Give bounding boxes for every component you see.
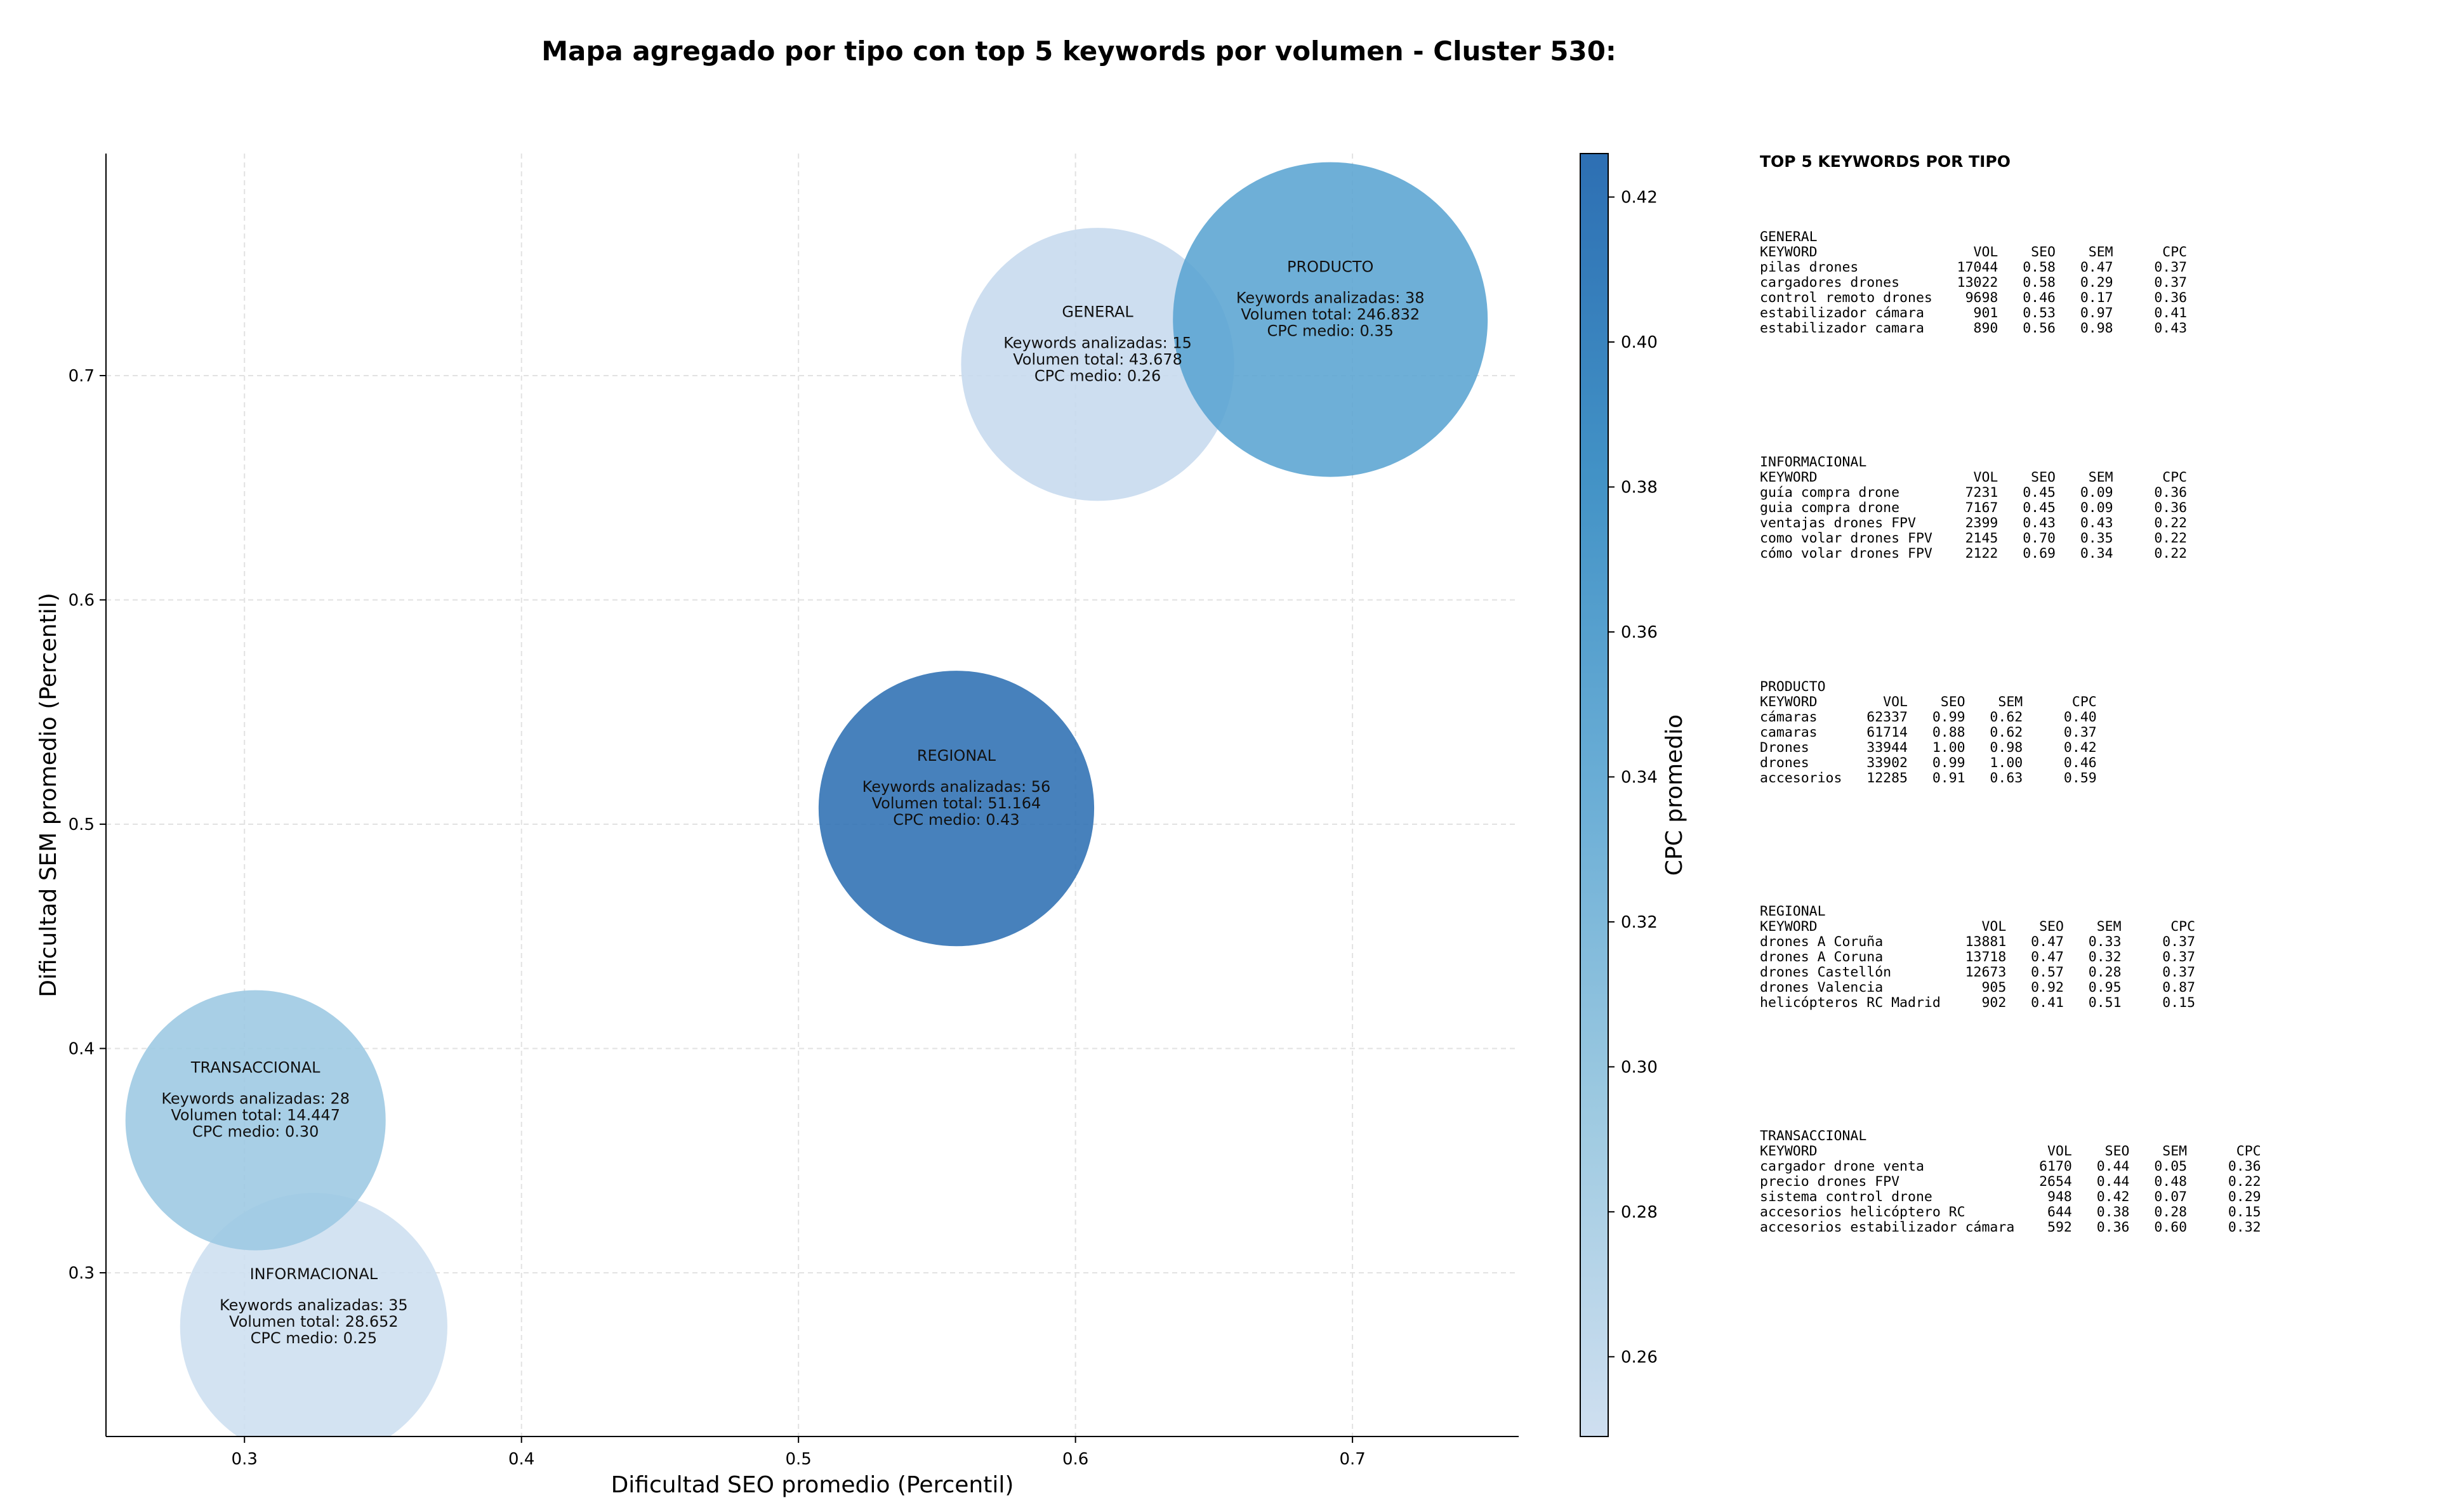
top-keywords-heading: TOP 5 KEYWORDS POR TIPO xyxy=(1760,152,2011,171)
y-axis-label: Dificultad SEM promedio (Percentil) xyxy=(36,593,62,997)
bubble-name: REGIONAL xyxy=(917,747,996,765)
top-keywords-general: GENERAL KEYWORD VOL SEO SEM CPC pilas dr… xyxy=(1760,229,2188,336)
bubble-regional xyxy=(818,671,1095,947)
bubble-cpc-label: CPC medio: 0.35 xyxy=(1267,322,1394,340)
top-keywords-producto: PRODUCTO KEYWORD VOL SEO SEM CPC cámaras… xyxy=(1760,679,2097,786)
bubble-volume-label: Volumen total: 246.832 xyxy=(1241,306,1420,324)
colorbar-gradient xyxy=(1580,153,1609,1437)
bubble-name: TRANSACCIONAL xyxy=(190,1059,320,1077)
top-keywords-regional: REGIONAL KEYWORD VOL SEO SEM CPC drones … xyxy=(1760,904,2196,1011)
bubble-name: INFORMACIONAL xyxy=(250,1265,378,1283)
bubble-volume-label: Volumen total: 28.652 xyxy=(229,1313,399,1331)
y-tick-label: 0.4 xyxy=(69,1039,95,1058)
x-tick-label: 0.3 xyxy=(232,1450,258,1469)
bubble-volume-label: Volumen total: 43.678 xyxy=(1013,350,1182,368)
bubble-transaccional xyxy=(125,990,386,1251)
bubble-cpc-label: CPC medio: 0.43 xyxy=(893,811,1020,829)
bubble-name: GENERAL xyxy=(1062,303,1133,320)
top-keywords-informacional: INFORMACIONAL KEYWORD VOL SEO SEM CPC gu… xyxy=(1760,454,2188,562)
bubble-keywords-label: Keywords analizadas: 28 xyxy=(161,1090,350,1108)
y-tick-label: 0.3 xyxy=(69,1264,95,1283)
colorbar-tick-label: 0.38 xyxy=(1621,478,1658,497)
bubble-volume-label: Volumen total: 14.447 xyxy=(171,1107,340,1124)
colorbar-label: CPC promedio xyxy=(1661,714,1687,876)
y-tick-label: 0.6 xyxy=(69,591,95,610)
bubble-producto xyxy=(1173,162,1488,477)
bubble-keywords-label: Keywords analizadas: 56 xyxy=(862,778,1051,796)
x-axis-label: Dificultad SEO promedio (Percentil) xyxy=(611,1472,1014,1498)
colorbar-tick-label: 0.26 xyxy=(1621,1348,1658,1367)
colorbar-tick-label: 0.42 xyxy=(1621,188,1658,207)
colorbar-tick-label: 0.36 xyxy=(1621,623,1658,642)
bubble-keywords-label: Keywords analizadas: 38 xyxy=(1236,289,1425,307)
colorbar-tick-label: 0.28 xyxy=(1621,1203,1658,1222)
x-tick-label: 0.6 xyxy=(1062,1450,1088,1469)
bubble-cpc-label: CPC medio: 0.26 xyxy=(1034,367,1161,385)
x-tick-label: 0.5 xyxy=(785,1450,811,1469)
bubble-keywords-label: Keywords analizadas: 15 xyxy=(1003,334,1192,352)
axes: 0.3 0.4 0.5 0.6 0.7 0.3 0.4 0.5 0.6 0.7 Dificultad… xyxy=(36,154,1519,1498)
x-tick-label: 0.4 xyxy=(508,1450,534,1469)
bubble-general xyxy=(961,228,1234,501)
colorbar-tick-label: 0.30 xyxy=(1621,1058,1658,1077)
y-tick-label: 0.5 xyxy=(69,815,95,834)
colorbar: 0.26 0.28 0.30 0.32 0.34 0.36 0.38 0.40 0.42 CPC … xyxy=(1580,153,1687,1437)
bubbles xyxy=(125,162,1488,1436)
colorbar-tick-label: 0.32 xyxy=(1621,913,1658,932)
chart-title: Mapa agregado por tipo con top 5 keyword… xyxy=(541,36,1616,67)
top-keywords-transaccional: TRANSACCIONAL KEYWORD VOL SEO SEM CPC ca… xyxy=(1760,1128,2261,1235)
colorbar-tick-label: 0.34 xyxy=(1621,768,1658,787)
bubble-keywords-label: Keywords analizadas: 35 xyxy=(220,1296,408,1314)
colorbar-tick-label: 0.40 xyxy=(1621,333,1658,352)
y-tick-label: 0.7 xyxy=(69,367,95,386)
bubble-informacional xyxy=(180,1193,447,1436)
bubble-cpc-label: CPC medio: 0.25 xyxy=(251,1329,378,1347)
bubble-name: PRODUCTO xyxy=(1287,258,1373,276)
bubble-volume-label: Volumen total: 51.164 xyxy=(872,794,1041,812)
bubble-cpc-label: CPC medio: 0.30 xyxy=(192,1123,319,1141)
x-tick-label: 0.7 xyxy=(1339,1450,1365,1469)
